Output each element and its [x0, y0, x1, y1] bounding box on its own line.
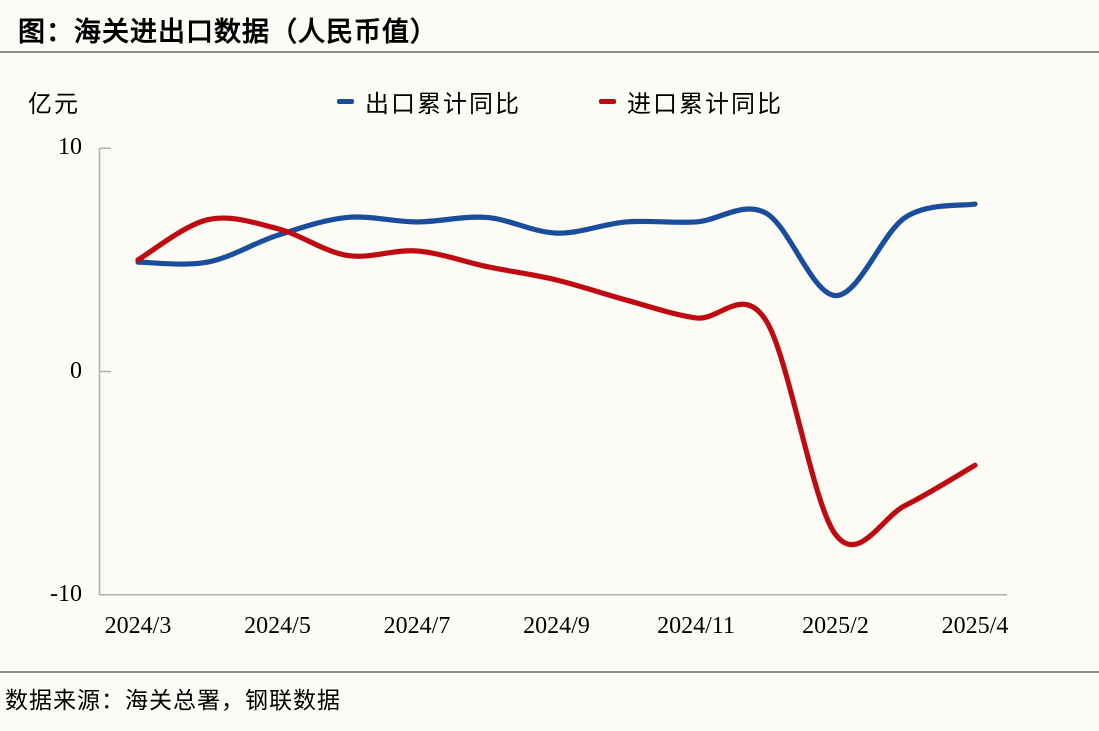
legend-label-import: 进口累计同比 [627, 92, 783, 118]
y-tick-label: -10 [50, 580, 82, 607]
export-series-dash-icon [337, 99, 354, 104]
data-source: 数据来源：海关总署，钢联数据 [5, 688, 341, 713]
y-tick-label: 0 [70, 357, 82, 384]
legend-item-export: 出口累计同比 [337, 84, 521, 119]
x-tick-label: 2024/5 [244, 613, 311, 639]
x-tick-label: 2024/9 [523, 613, 590, 639]
y-axis-unit-label: 亿元 [28, 92, 80, 118]
import-line [135, 215, 978, 548]
title-divider [0, 51, 1099, 53]
footer-divider [0, 671, 1099, 673]
export-line [135, 201, 978, 299]
chart-title: 图：海关进出口数据（人民币值） [18, 17, 438, 47]
import-series-dash-icon [599, 99, 616, 104]
x-tick-label: 2025/4 [941, 613, 1009, 639]
y-tick-label: 10 [58, 134, 82, 161]
x-tick-label: 2025/2 [802, 613, 869, 639]
x-tick-label: 2024/11 [657, 613, 735, 639]
x-tick-label: 2024/7 [383, 613, 451, 639]
axis-lines [98, 147, 1007, 596]
x-tick-label: 2024/3 [104, 613, 172, 639]
legend-label-export: 出口累计同比 [365, 92, 521, 118]
legend-item-import: 进口累计同比 [599, 84, 783, 119]
